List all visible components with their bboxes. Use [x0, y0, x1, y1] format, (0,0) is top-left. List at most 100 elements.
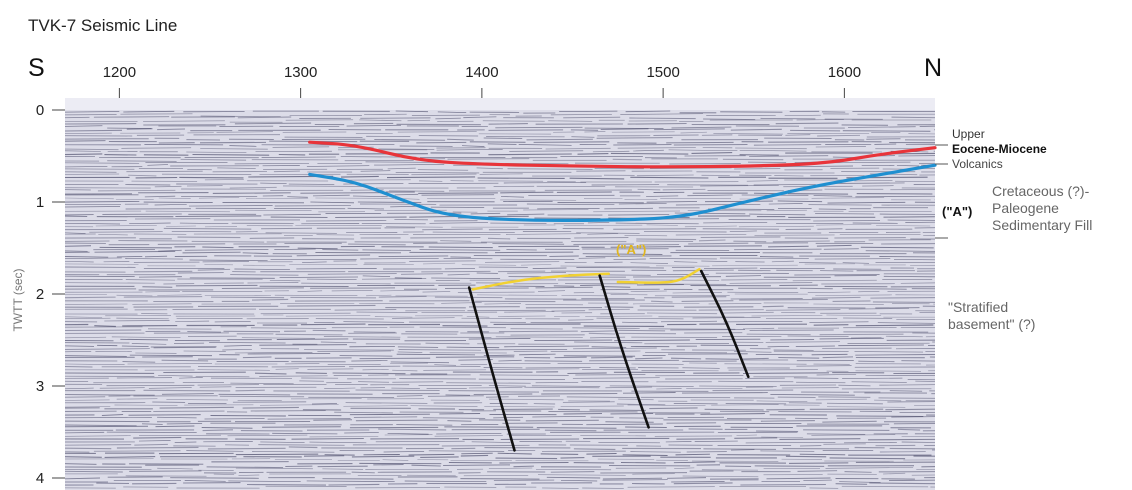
reflector-line [65, 419, 935, 423]
reflector-line [65, 284, 935, 288]
reflector-line [65, 244, 934, 250]
reflector-line [65, 373, 935, 378]
reflector-line [65, 122, 935, 126]
reflector-line [65, 298, 935, 304]
reflector-line [65, 197, 935, 201]
figure-title: TVK-7 Seismic Line [28, 16, 177, 35]
horizon-red [308, 140, 937, 169]
reflector-line [65, 250, 935, 255]
reflector-line [65, 436, 935, 441]
reflector-line [65, 268, 935, 273]
reflector-line [65, 341, 935, 345]
reflector-line [65, 205, 928, 210]
reflector-line [65, 410, 935, 414]
reflector-line [65, 359, 935, 364]
reflector-line [65, 428, 935, 433]
reflector-line [65, 485, 935, 490]
x-tick-label-1200: 1200 [103, 64, 136, 81]
horizon-yellow-1 [471, 272, 610, 291]
reflector-line [65, 380, 935, 385]
x-tick-label-1300: 1300 [284, 64, 317, 81]
reflector-line [65, 158, 935, 163]
reflector-line [65, 137, 935, 141]
reflector-line [65, 422, 935, 427]
reflector-line [65, 425, 932, 429]
x-axis-ticks: 1200 1300 1400 1500 1600 [103, 64, 861, 98]
reflector-line [65, 377, 935, 381]
reflector-line [65, 458, 935, 462]
reflector-line [65, 454, 935, 460]
reflector-line [65, 236, 935, 241]
reflector-line [65, 260, 935, 264]
reflector-line [65, 230, 935, 234]
reflector-line [65, 470, 935, 474]
reflector-line [65, 440, 935, 444]
reflector-line [65, 278, 933, 282]
y-tick-label-2: 2 [36, 286, 44, 303]
reflector-line [65, 257, 935, 261]
reflector-line [65, 398, 935, 402]
reflector-line [65, 472, 935, 478]
reflector-line [65, 295, 935, 300]
fault-3 [699, 269, 750, 379]
reflector-line [65, 482, 935, 486]
interpreted-horizons [308, 140, 937, 291]
seismic-panel [65, 98, 935, 490]
reflector-line [65, 392, 935, 396]
reflector-line [65, 317, 935, 321]
reflector-line [65, 193, 935, 198]
reflector-line [65, 227, 935, 231]
reflector-line [65, 128, 935, 132]
x-tick-label-1600: 1600 [828, 64, 861, 81]
reflector-line [65, 254, 935, 258]
reflector-line [65, 182, 935, 186]
reflector-line [65, 179, 935, 183]
reflector-line [65, 362, 935, 366]
reflector-line [65, 239, 931, 243]
reflector-line [65, 113, 935, 118]
reflector-line [65, 143, 935, 147]
reflector-line [65, 140, 935, 144]
reflector-line [65, 203, 935, 207]
reflector-line [65, 293, 935, 297]
reflector-line [65, 188, 935, 192]
reflector-line [65, 119, 932, 123]
reflector-line [65, 337, 935, 342]
reflector-line [65, 323, 934, 328]
y-tick-label-1: 1 [36, 194, 44, 211]
label-basement-1: "Stratified [948, 299, 1008, 315]
right-ticks [935, 144, 948, 239]
reflector-line [65, 406, 935, 412]
reflector-line [65, 314, 935, 318]
reflector-line [65, 365, 935, 369]
label-eocene-miocene: Eocene-Miocene [952, 142, 1047, 156]
reflector-line [65, 175, 928, 180]
reflector-line [65, 233, 935, 237]
reflector-line [65, 271, 935, 276]
reflector-line [65, 344, 935, 349]
reflector-line [65, 134, 935, 138]
reflector-line [65, 184, 935, 189]
reflector-line [65, 356, 935, 360]
reflector-line [65, 266, 935, 270]
reflector-line [65, 446, 935, 451]
label-cretaceous-1: Cretaceous (?)- [992, 183, 1090, 199]
reflector-line [65, 479, 935, 483]
horizon-yellow-2 [616, 267, 701, 284]
reflector-line [65, 335, 935, 339]
label-cretaceous-3: Sedimentary Fill [992, 217, 1092, 233]
reflector-line [65, 395, 935, 399]
interpreted-faults [467, 269, 750, 452]
reflector-line [65, 353, 935, 357]
x-tick-label-1500: 1500 [646, 64, 679, 81]
label-a-section: ("A") [616, 242, 646, 257]
reflector-line [65, 350, 935, 354]
reflector-line [65, 346, 935, 351]
reflector-line [65, 467, 935, 471]
reflector-line [65, 449, 935, 453]
reflector-line [65, 307, 935, 312]
reflector-line [65, 416, 935, 420]
reflector-line [65, 200, 935, 204]
reflector-line [65, 383, 935, 388]
